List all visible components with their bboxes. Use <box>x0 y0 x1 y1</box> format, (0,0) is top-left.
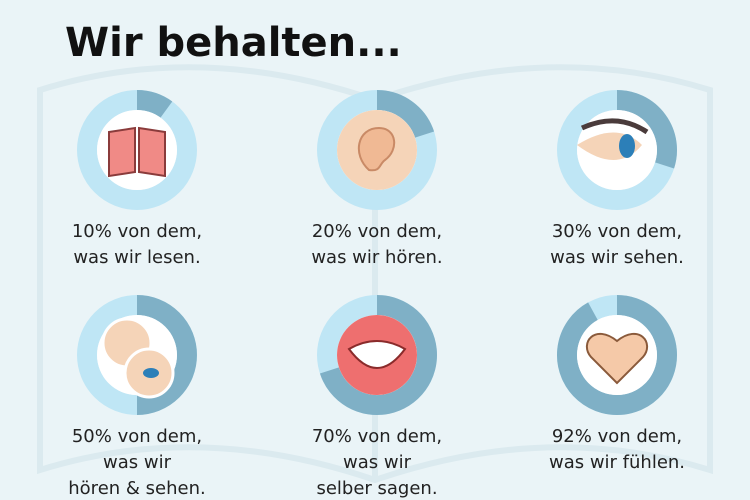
icon <box>585 333 649 385</box>
caption: was wir <box>343 452 412 473</box>
donut-segment <box>136 295 197 415</box>
caption: 92% von dem, <box>552 426 682 447</box>
donut-segment <box>557 295 677 415</box>
icon <box>347 340 407 369</box>
icon <box>138 126 166 178</box>
caption: was wir fühlen. <box>549 452 685 473</box>
icon <box>585 333 649 385</box>
caption: 70% von dem, <box>312 426 442 447</box>
donut-segment <box>616 90 677 169</box>
caption: was wir sehen. <box>550 247 684 268</box>
icon <box>357 126 395 172</box>
icon <box>337 315 417 395</box>
title: Wir behalten... <box>65 20 402 66</box>
caption: hören & sehen. <box>68 478 205 499</box>
caption: selber sagen. <box>316 478 437 499</box>
caption: was wir hören. <box>311 247 442 268</box>
icon <box>337 110 417 190</box>
donut-segment <box>376 90 435 139</box>
icon <box>580 118 649 135</box>
icon <box>108 126 136 178</box>
donut-segment <box>136 90 173 118</box>
icon <box>619 134 635 158</box>
caption: 20% von dem, <box>312 221 442 242</box>
caption: 50% von dem, <box>72 426 202 447</box>
caption: 10% von dem, <box>72 221 202 242</box>
icon <box>143 368 159 378</box>
caption: was wir <box>103 452 172 473</box>
caption: was wir lesen. <box>73 247 200 268</box>
donut-segment <box>319 295 437 415</box>
icon <box>108 126 166 178</box>
caption: 30% von dem, <box>552 221 682 242</box>
icon <box>577 118 649 160</box>
icon <box>101 317 175 399</box>
